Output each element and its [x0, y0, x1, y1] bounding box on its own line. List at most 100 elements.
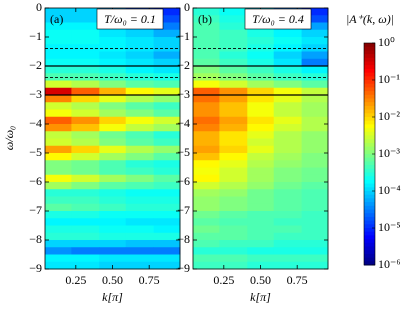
heatmap-cell: [247, 109, 275, 118]
heatmap-cell: [273, 174, 302, 183]
heatmap-cell: [247, 240, 275, 248]
x-tick-label: 0.25: [213, 273, 234, 287]
y-tick-label: −5: [29, 145, 42, 159]
heatmap-cell: [193, 8, 220, 16]
y-tick-label: 0: [184, 0, 190, 14]
heatmap-cell: [125, 95, 154, 103]
heatmap-cell: [99, 102, 127, 110]
heatmap-cell: [193, 44, 220, 52]
heatmap-cell: [125, 167, 154, 176]
heatmap-cell: [153, 261, 181, 270]
heatmap-cell: [301, 116, 329, 125]
colorbar-slice: [364, 179, 375, 185]
heatmap-cell: [247, 189, 275, 197]
heatmap-cell: [71, 232, 100, 241]
heatmap-cell: [99, 138, 127, 147]
heatmap-cell: [273, 247, 302, 255]
heatmap-cell: [99, 196, 127, 205]
heatmap-cell: [45, 153, 72, 161]
heatmap-cell: [301, 182, 329, 190]
heatmap-cell: [219, 218, 248, 226]
colorbar-slice: [364, 209, 375, 214]
heatmap-cell: [247, 124, 275, 132]
heatmap-cell: [125, 218, 154, 226]
y-tick-label: −8: [177, 232, 190, 246]
heatmap-cell: [125, 182, 154, 190]
heatmap-cell: [273, 145, 302, 154]
heatmap-cell: [71, 22, 100, 31]
heatmap-cell: [45, 182, 72, 190]
colorbar-slice: [364, 54, 375, 59]
heatmap-cell: [273, 211, 302, 219]
colorbar-slice: [364, 102, 375, 107]
heatmap-cell: [193, 131, 220, 139]
heatmap-cell: [273, 80, 302, 89]
heatmap-cell: [219, 95, 248, 103]
y-tick-label: −4: [177, 116, 190, 130]
colorbar-slice: [364, 65, 375, 70]
heatmap-cell: [193, 247, 220, 255]
colorbar-tick-label: 10⁻²: [378, 109, 400, 123]
heatmap-cell: [193, 225, 220, 234]
heatmap-cell: [99, 80, 127, 89]
heatmap-cell: [71, 131, 100, 139]
heatmap-cell: [125, 153, 154, 161]
heatmap-cell: [301, 8, 329, 16]
heatmap-cell: [219, 51, 248, 60]
heatmap-cell: [45, 131, 72, 139]
y-tick-label: −8: [29, 232, 42, 246]
heatmap-cell: [193, 254, 220, 263]
panel-title: T/ω₀ = 0.4: [252, 12, 304, 26]
heatmap-cell: [71, 225, 100, 234]
y-tick-label: −3: [29, 87, 42, 101]
heatmap-cell: [153, 95, 181, 103]
heatmap-cell: [219, 211, 248, 219]
heatmap-cell: [193, 167, 220, 176]
heatmap-cell: [45, 8, 72, 16]
heatmap-cell: [99, 44, 127, 52]
heatmap-cell: [71, 109, 100, 118]
heatmap-cell: [301, 240, 329, 248]
heatmap-cell: [71, 182, 100, 190]
heatmap-cell: [45, 232, 72, 241]
heatmap-cell: [301, 167, 329, 176]
heatmap-cell: [153, 160, 181, 168]
heatmap-cell: [125, 138, 154, 147]
heatmap-cell: [247, 196, 275, 205]
heatmap-cell: [219, 261, 248, 270]
heatmap-cell: [99, 247, 127, 255]
heatmap-cell: [153, 73, 181, 81]
heatmap-cell: [247, 232, 275, 241]
colorbar-slice: [364, 91, 375, 96]
heatmap-cell: [99, 182, 127, 190]
y-tick-label: −2: [177, 58, 190, 72]
heatmap-cell: [247, 73, 275, 81]
heatmap-cell: [273, 153, 302, 161]
heatmap-cell: [301, 87, 329, 96]
y-tick-label: −7: [29, 203, 42, 217]
heatmap-cell: [219, 58, 248, 67]
heatmap-cell: [153, 37, 181, 45]
x-axis-label: k[π]: [102, 290, 123, 304]
y-tick-label: −3: [177, 87, 190, 101]
heatmap-cell: [71, 116, 100, 125]
heatmap-cell: [99, 240, 127, 248]
heatmap-cell: [301, 261, 329, 270]
heatmap-cell: [219, 240, 248, 248]
heatmap-cell: [99, 211, 127, 219]
heatmap-cell: [153, 225, 181, 234]
heatmap-cell: [153, 240, 181, 248]
colorbar-slice: [364, 183, 375, 188]
heatmap-cell: [273, 116, 302, 125]
heatmap-cell: [125, 124, 154, 132]
heatmap-cell: [247, 58, 275, 67]
heatmap-cell: [125, 80, 154, 89]
heatmap-cell: [219, 87, 248, 96]
heatmap-cell: [153, 124, 181, 132]
heatmap-cell: [125, 87, 154, 96]
colorbar-slice: [364, 172, 375, 177]
heatmap-cell: [219, 182, 248, 190]
heatmap-cell: [99, 153, 127, 161]
heatmap-cell: [193, 116, 220, 125]
heatmap-cell: [247, 167, 275, 176]
